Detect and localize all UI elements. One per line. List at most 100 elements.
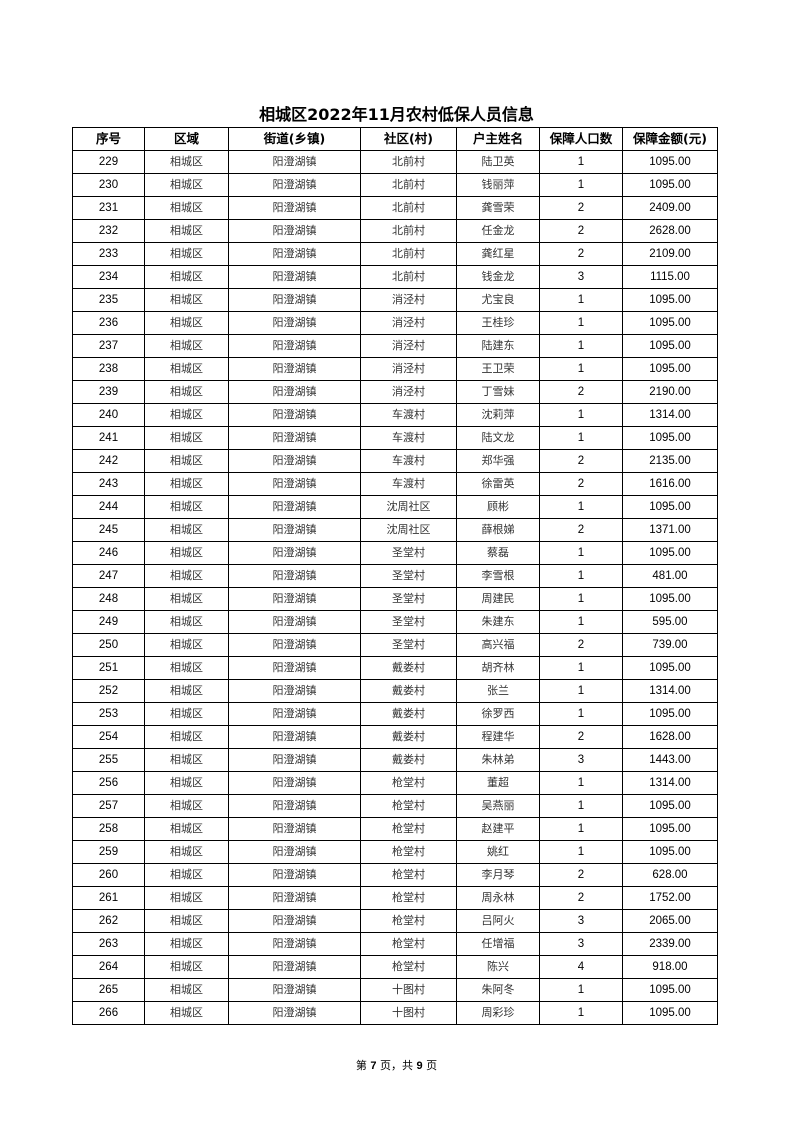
cell-town: 阳澄湖镇 [228, 656, 361, 680]
cell-amount: 1752.00 [622, 886, 718, 910]
cell-index: 229 [72, 150, 145, 174]
cell-amount: 481.00 [622, 564, 718, 588]
cell-district: 相城区 [144, 817, 229, 841]
cell-people-count: 1 [539, 978, 623, 1002]
table-row: 256 相城区 阳澄湖镇 枪堂村 董超 1 1314.00 [72, 771, 718, 795]
current-page: 7 [370, 1060, 377, 1072]
table-row: 235 相城区 阳澄湖镇 消泾村 尤宝良 1 1095.00 [72, 288, 718, 312]
cell-amount: 1628.00 [622, 725, 718, 749]
cell-village: 沈周社区 [360, 518, 457, 542]
cell-index: 241 [72, 426, 145, 450]
table-row: 262 相城区 阳澄湖镇 枪堂村 吕阿火 3 2065.00 [72, 909, 718, 933]
table-row: 264 相城区 阳澄湖镇 枪堂村 陈兴 4 918.00 [72, 955, 718, 979]
cell-amount: 1095.00 [622, 357, 718, 381]
cell-district: 相城区 [144, 219, 229, 243]
cell-village: 圣堂村 [360, 587, 457, 611]
cell-district: 相城区 [144, 173, 229, 197]
cell-amount: 1314.00 [622, 403, 718, 427]
cell-village: 戴娄村 [360, 748, 457, 772]
cell-index: 244 [72, 495, 145, 519]
cell-district: 相城区 [144, 863, 229, 887]
cell-town: 阳澄湖镇 [228, 426, 361, 450]
cell-amount: 1095.00 [622, 288, 718, 312]
cell-village: 戴娄村 [360, 656, 457, 680]
cell-people-count: 2 [539, 863, 623, 887]
cell-amount: 1095.00 [622, 426, 718, 450]
cell-village: 北前村 [360, 196, 457, 220]
table-row: 254 相城区 阳澄湖镇 戴娄村 程建华 2 1628.00 [72, 725, 718, 749]
cell-district: 相城区 [144, 587, 229, 611]
cell-people-count: 1 [539, 840, 623, 864]
cell-people-count: 1 [539, 357, 623, 381]
cell-town: 阳澄湖镇 [228, 219, 361, 243]
cell-village: 消泾村 [360, 288, 457, 312]
cell-district: 相城区 [144, 311, 229, 335]
cell-householder: 朱建东 [456, 610, 540, 634]
cell-householder: 丁雪妹 [456, 380, 540, 404]
cell-town: 阳澄湖镇 [228, 817, 361, 841]
cell-town: 阳澄湖镇 [228, 196, 361, 220]
cell-village: 消泾村 [360, 311, 457, 335]
cell-people-count: 1 [539, 288, 623, 312]
cell-householder: 程建华 [456, 725, 540, 749]
cell-town: 阳澄湖镇 [228, 311, 361, 335]
cell-people-count: 2 [539, 196, 623, 220]
cell-village: 沈周社区 [360, 495, 457, 519]
cell-amount: 2409.00 [622, 196, 718, 220]
cell-index: 237 [72, 334, 145, 358]
cell-index: 231 [72, 196, 145, 220]
cell-index: 249 [72, 610, 145, 634]
cell-index: 245 [72, 518, 145, 542]
cell-town: 阳澄湖镇 [228, 610, 361, 634]
cell-town: 阳澄湖镇 [228, 794, 361, 818]
cell-village: 消泾村 [360, 380, 457, 404]
cell-town: 阳澄湖镇 [228, 725, 361, 749]
cell-people-count: 2 [539, 518, 623, 542]
cell-index: 234 [72, 265, 145, 289]
cell-householder: 陆文龙 [456, 426, 540, 450]
cell-people-count: 1 [539, 495, 623, 519]
cell-village: 圣堂村 [360, 564, 457, 588]
cell-town: 阳澄湖镇 [228, 679, 361, 703]
cell-town: 阳澄湖镇 [228, 702, 361, 726]
total-pages: 9 [416, 1060, 423, 1072]
cell-town: 阳澄湖镇 [228, 863, 361, 887]
cell-town: 阳澄湖镇 [228, 541, 361, 565]
cell-householder: 周彩珍 [456, 1001, 540, 1025]
table-row: 231 相城区 阳澄湖镇 北前村 龚雪荣 2 2409.00 [72, 196, 718, 220]
table-header-row: 序号 区域 街道(乡镇) 社区(村) 户主姓名 保障人口数 保障金额(元) [72, 127, 718, 151]
cell-village: 车渡村 [360, 403, 457, 427]
cell-amount: 1095.00 [622, 541, 718, 565]
cell-amount: 1095.00 [622, 1001, 718, 1025]
cell-amount: 1095.00 [622, 150, 718, 174]
cell-village: 车渡村 [360, 426, 457, 450]
cell-amount: 1314.00 [622, 771, 718, 795]
cell-index: 253 [72, 702, 145, 726]
cell-people-count: 2 [539, 242, 623, 266]
recipients-table: 序号 区域 街道(乡镇) 社区(村) 户主姓名 保障人口数 保障金额(元) 22… [72, 127, 718, 1025]
cell-town: 阳澄湖镇 [228, 449, 361, 473]
cell-district: 相城区 [144, 656, 229, 680]
cell-village: 枪堂村 [360, 886, 457, 910]
cell-district: 相城区 [144, 794, 229, 818]
cell-people-count: 2 [539, 472, 623, 496]
table-row: 258 相城区 阳澄湖镇 枪堂村 赵建平 1 1095.00 [72, 817, 718, 841]
cell-householder: 胡齐林 [456, 656, 540, 680]
cell-district: 相城区 [144, 748, 229, 772]
cell-district: 相城区 [144, 288, 229, 312]
cell-village: 北前村 [360, 150, 457, 174]
cell-village: 车渡村 [360, 472, 457, 496]
table-row: 260 相城区 阳澄湖镇 枪堂村 李月琴 2 628.00 [72, 863, 718, 887]
table-row: 263 相城区 阳澄湖镇 枪堂村 任增福 3 2339.00 [72, 932, 718, 956]
cell-district: 相城区 [144, 886, 229, 910]
cell-district: 相城区 [144, 771, 229, 795]
cell-index: 259 [72, 840, 145, 864]
table-row: 244 相城区 阳澄湖镇 沈周社区 顾彬 1 1095.00 [72, 495, 718, 519]
cell-amount: 1095.00 [622, 817, 718, 841]
cell-amount: 1095.00 [622, 311, 718, 335]
cell-town: 阳澄湖镇 [228, 840, 361, 864]
cell-amount: 1095.00 [622, 334, 718, 358]
cell-people-count: 3 [539, 265, 623, 289]
cell-district: 相城区 [144, 679, 229, 703]
cell-householder: 顾彬 [456, 495, 540, 519]
